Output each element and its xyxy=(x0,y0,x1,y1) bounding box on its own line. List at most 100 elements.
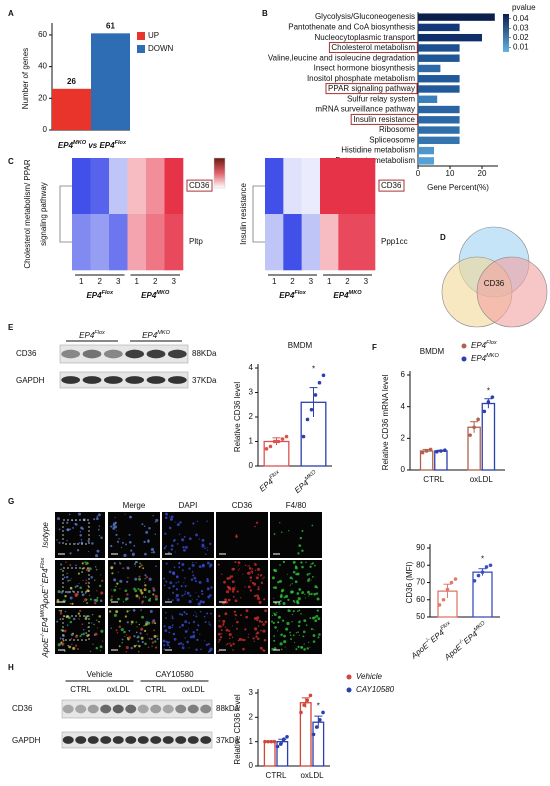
signal-dot xyxy=(251,568,254,570)
legend-swatch xyxy=(461,343,467,349)
signal-dot xyxy=(245,615,249,619)
signal-dot xyxy=(193,614,195,616)
signal-dot xyxy=(126,566,130,570)
signal-dot xyxy=(221,573,223,575)
zoom-box xyxy=(62,519,90,545)
signal-dot xyxy=(86,634,89,637)
signal-dot xyxy=(61,643,64,646)
data-point xyxy=(321,373,326,378)
data-point xyxy=(311,732,316,737)
signal-dot xyxy=(120,627,124,632)
bar xyxy=(418,33,482,42)
signal-dot xyxy=(155,518,159,522)
signal-dot xyxy=(141,640,144,644)
text-part: EP4 xyxy=(142,331,158,340)
signal-dot xyxy=(164,532,167,535)
blot-background xyxy=(59,371,189,389)
signal-dot xyxy=(57,590,61,594)
signal-dot xyxy=(113,613,118,617)
signal-dot xyxy=(86,589,90,593)
bar xyxy=(418,54,460,62)
annotation: * xyxy=(487,386,490,395)
signal-dot xyxy=(226,643,229,645)
signal-dot xyxy=(291,578,294,580)
signal-dot xyxy=(116,632,119,634)
data-point xyxy=(272,739,277,744)
signal-dot xyxy=(155,565,157,567)
bar xyxy=(52,88,91,130)
signal-dot xyxy=(281,593,283,595)
signal-dot xyxy=(206,587,210,591)
superscript: -/- xyxy=(40,583,46,588)
text-part: EP4 xyxy=(41,617,50,633)
signal-dot xyxy=(96,515,99,518)
data-point xyxy=(305,698,310,703)
signal-dot xyxy=(273,613,277,616)
signal-dot xyxy=(257,573,260,576)
signal-dot xyxy=(297,624,301,628)
dendrogram xyxy=(59,185,72,243)
signal-dot xyxy=(287,609,291,612)
signal-dot xyxy=(184,593,186,595)
signal-dot xyxy=(309,617,312,619)
signal-dot xyxy=(233,610,237,613)
bar xyxy=(418,116,460,124)
signal-dot xyxy=(185,612,188,616)
blot-band xyxy=(150,704,162,714)
heatmap-cell xyxy=(283,158,302,215)
heatmap-cell xyxy=(338,158,357,215)
signal-dot xyxy=(74,585,77,588)
signal-dot xyxy=(250,570,254,573)
signal-dot xyxy=(302,635,305,638)
signal-dot xyxy=(262,578,264,580)
signal-dot xyxy=(117,597,120,601)
y-tick-label: 0 xyxy=(401,465,406,474)
signal-dot xyxy=(90,575,93,579)
signal-dot xyxy=(138,651,140,653)
signal-dot xyxy=(79,586,82,590)
signal-dot xyxy=(218,614,221,618)
signal-dot xyxy=(176,523,180,527)
signal-dot xyxy=(227,598,231,602)
x-tick-label: 20 xyxy=(478,169,487,178)
bar xyxy=(263,741,276,767)
bar xyxy=(418,64,441,73)
signal-dot xyxy=(86,598,88,601)
signal-dot xyxy=(232,625,234,627)
signal-dot xyxy=(168,625,172,630)
superscript: Flox xyxy=(440,621,452,633)
signal-dot xyxy=(116,582,119,585)
signal-dot xyxy=(63,629,67,633)
heatmap-cell xyxy=(146,214,165,271)
x-tick-label: oxLDL xyxy=(470,475,494,484)
legend-swatch xyxy=(461,356,467,362)
signal-dot xyxy=(135,561,138,564)
signal-dot xyxy=(193,634,195,637)
signal-dot xyxy=(135,621,138,623)
signal-dot xyxy=(297,645,300,649)
legend-label: Vehicle xyxy=(356,672,382,681)
signal-dot xyxy=(140,591,144,595)
signal-dot xyxy=(299,536,303,540)
signal-dot xyxy=(60,568,63,570)
signal-dot xyxy=(308,641,310,643)
signal-dot xyxy=(110,598,113,601)
signal-dot xyxy=(196,638,199,642)
blot-band xyxy=(167,376,187,384)
blot-band xyxy=(61,376,81,384)
signal-dot xyxy=(113,578,117,582)
bar xyxy=(91,33,130,130)
signal-dot xyxy=(138,575,141,578)
signal-dot xyxy=(93,518,96,521)
signal-dot xyxy=(122,541,124,544)
column-header: F4/80 xyxy=(286,501,307,510)
signal-dot xyxy=(249,576,253,579)
signal-dot xyxy=(152,514,154,517)
signal-dot xyxy=(176,575,179,578)
signal-dot xyxy=(195,615,198,618)
blot-row-label: CD36 xyxy=(16,349,37,358)
signal-dot xyxy=(288,530,290,532)
signal-dot xyxy=(192,574,195,577)
signal-dot xyxy=(282,601,286,606)
